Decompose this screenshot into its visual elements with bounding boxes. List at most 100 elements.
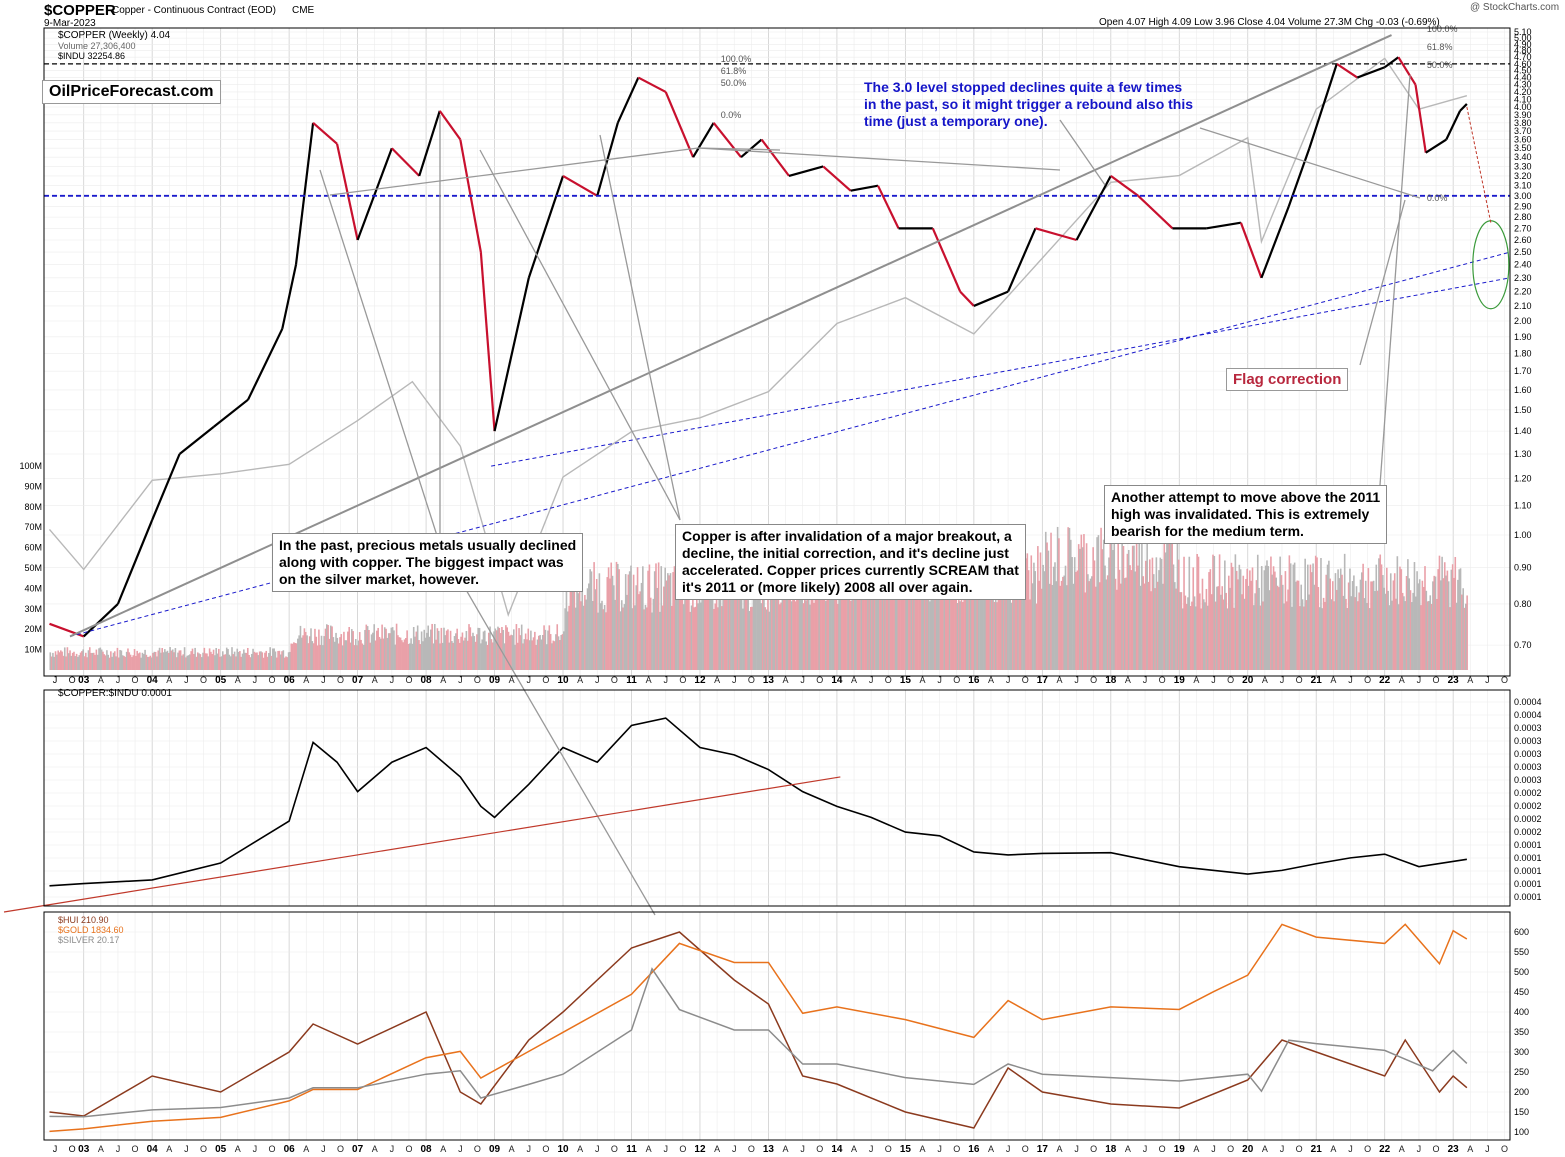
- volume-bar: [1399, 566, 1401, 670]
- volume-bar: [593, 562, 595, 670]
- volume-bar: [102, 651, 104, 670]
- copper-price-segment: [493, 277, 530, 432]
- volume-bar: [444, 635, 447, 670]
- metals-tick-label: 400: [1514, 1007, 1529, 1017]
- volume-bar: [1268, 590, 1271, 670]
- volume-bar: [1338, 578, 1341, 670]
- volume-bar: [1337, 569, 1339, 670]
- volume-bar: [697, 603, 699, 670]
- volume-bar: [515, 624, 518, 670]
- volume-bar: [165, 651, 167, 670]
- year-tick-label: 09: [489, 1144, 501, 1155]
- volume-bar: [851, 582, 853, 670]
- volume-bar: [1168, 538, 1171, 670]
- volume-bar: [95, 649, 98, 670]
- volume-bar: [108, 657, 111, 670]
- volume-bar: [1362, 563, 1364, 670]
- volume-bar: [640, 582, 643, 670]
- volume-bar: [218, 648, 220, 670]
- volume-bar: [606, 577, 609, 670]
- month-tick-label: A: [440, 675, 446, 685]
- volume-bar: [326, 624, 328, 670]
- volume-bar: [1416, 571, 1418, 670]
- volume-bar: [1209, 569, 1212, 670]
- ratio-trendline: [3, 776, 841, 913]
- month-tick-label: J: [116, 1144, 121, 1154]
- month-tick-label: O: [132, 1144, 139, 1154]
- volume-bar: [1109, 532, 1112, 670]
- volume-bar: [936, 555, 939, 670]
- volume-bar: [667, 573, 669, 670]
- volume-bar: [636, 567, 639, 670]
- month-tick-label: O: [337, 675, 344, 685]
- volume-bar: [328, 638, 331, 670]
- month-tick-label: O: [269, 675, 276, 685]
- ratio-tick-label: 0.0002: [1514, 827, 1542, 837]
- volume-bar: [1421, 580, 1424, 670]
- volume-bar: [676, 592, 678, 670]
- volume-bar: [1019, 584, 1022, 670]
- volume-bar: [1461, 594, 1463, 670]
- volume-bar: [1006, 551, 1009, 670]
- volume-bar: [850, 600, 852, 670]
- year-tick-label: 22: [1379, 675, 1391, 686]
- volume-bar: [1096, 537, 1098, 670]
- volume-bar: [1346, 608, 1349, 670]
- volume-bar: [655, 563, 657, 670]
- month-tick-label: A: [714, 675, 720, 685]
- volume-bar: [822, 584, 825, 670]
- volume-bar: [1125, 577, 1127, 670]
- volume-bar: [133, 649, 136, 670]
- volume-bar: [1332, 581, 1334, 670]
- volume-bar: [418, 640, 420, 670]
- volume-bar: [1188, 556, 1191, 670]
- volume-bar: [784, 590, 786, 670]
- volume-bar: [713, 608, 715, 670]
- volume-bar: [1329, 578, 1331, 670]
- volume-bar: [387, 633, 390, 670]
- volume-bar: [665, 580, 668, 670]
- volume-bar: [852, 589, 855, 670]
- volume-bar: [198, 653, 200, 670]
- month-tick-label: A: [1330, 675, 1336, 685]
- month-tick-label: O: [1159, 675, 1166, 685]
- volume-bar: [1002, 571, 1005, 670]
- volume-bar: [1458, 569, 1461, 670]
- volume-bar: [370, 634, 373, 670]
- price-tick-label: 1.70: [1514, 366, 1532, 376]
- volume-bar: [1384, 593, 1387, 670]
- month-tick-label: J: [1485, 675, 1490, 685]
- volume-bar: [501, 627, 503, 670]
- month-tick-label: J: [1348, 675, 1353, 685]
- month-tick-label: O: [816, 675, 823, 685]
- month-tick-label: O: [1501, 675, 1508, 685]
- year-tick-label: 10: [557, 675, 569, 686]
- volume-bar: [1436, 598, 1438, 670]
- volume-bar: [428, 636, 431, 670]
- volume-bar: [648, 564, 651, 670]
- volume-bar: [664, 567, 667, 670]
- volume-bar: [598, 573, 601, 670]
- volume-bar: [901, 574, 904, 670]
- annotation-pointer: [479, 149, 681, 521]
- price-tick-label: 1.30: [1514, 449, 1532, 459]
- volume-bar: [802, 603, 805, 670]
- year-tick-label: 07: [352, 1144, 364, 1155]
- month-tick-label: O: [337, 1144, 344, 1154]
- volume-bar: [186, 655, 189, 670]
- volume-bar: [1085, 543, 1088, 670]
- month-tick-label: J: [1348, 1144, 1353, 1154]
- volume-bar: [653, 571, 656, 670]
- volume-bar: [740, 572, 743, 670]
- volume-bar: [1449, 607, 1451, 670]
- copper-price-segment: [151, 453, 181, 521]
- volume-bar: [1254, 593, 1256, 670]
- copper-breakout-note: Copper is after invalidation of a major …: [675, 524, 1026, 600]
- volume-bar: [1455, 602, 1458, 670]
- volume-bar: [98, 648, 100, 670]
- volume-bar: [1334, 573, 1337, 670]
- price-tick-label: 3.80: [1514, 118, 1532, 128]
- volume-bar: [389, 633, 391, 670]
- volume-bar: [412, 627, 415, 670]
- volume-bar: [1258, 587, 1260, 670]
